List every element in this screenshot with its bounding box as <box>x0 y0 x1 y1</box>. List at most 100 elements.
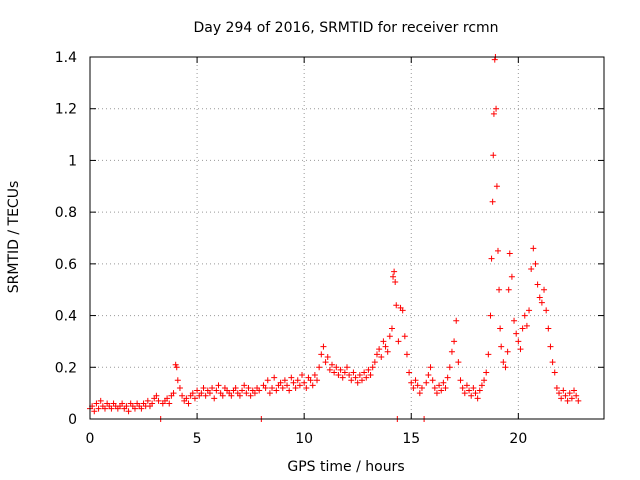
data-point <box>418 384 425 391</box>
data-point <box>556 390 563 397</box>
data-point <box>361 369 368 376</box>
data-point <box>320 343 327 350</box>
data-point <box>493 105 500 112</box>
data-point <box>273 387 280 394</box>
data-point <box>560 387 567 394</box>
data-point <box>380 338 387 345</box>
data-point <box>125 408 132 415</box>
data-point <box>403 351 410 358</box>
y-tick-label: 0.4 <box>55 309 77 325</box>
data-point <box>172 361 179 368</box>
data-point <box>101 405 108 412</box>
data-point <box>412 377 419 384</box>
data-point <box>490 110 497 117</box>
data-point <box>337 366 344 373</box>
data-point <box>251 390 258 397</box>
data-point <box>429 377 436 384</box>
data-point <box>271 374 278 381</box>
data-point <box>194 387 201 394</box>
data-point <box>538 299 545 306</box>
data-point <box>365 366 372 373</box>
x-tick-label: 5 <box>193 431 202 447</box>
data-point <box>568 395 575 402</box>
data-point <box>290 379 297 386</box>
data-point <box>523 322 530 329</box>
data-point <box>494 247 501 254</box>
y-tick-label: 1.2 <box>55 102 77 118</box>
data-point <box>488 255 495 262</box>
x-tick-label: 15 <box>402 431 420 447</box>
data-point <box>189 390 196 397</box>
data-point <box>526 307 533 314</box>
data-point <box>191 395 198 402</box>
data-point <box>481 377 488 384</box>
data-point <box>307 377 314 384</box>
x-axis-label: GPS time / hours <box>287 459 404 475</box>
data-point <box>504 348 511 355</box>
data-point <box>545 325 552 332</box>
data-point <box>427 364 434 371</box>
data-point <box>344 364 350 371</box>
data-point <box>391 268 398 275</box>
data-point <box>455 359 462 366</box>
data-point <box>442 384 449 391</box>
data-point <box>382 343 389 350</box>
data-point <box>401 333 408 340</box>
data-point <box>493 183 500 190</box>
y-tick-label: 0.8 <box>55 205 77 221</box>
data-point <box>453 317 460 324</box>
data-point <box>155 397 162 404</box>
data-point <box>213 387 220 394</box>
data-point <box>530 245 537 252</box>
data-point <box>176 384 183 391</box>
data-point <box>490 152 497 159</box>
data-point <box>91 408 98 415</box>
data-point <box>206 390 213 397</box>
data-point <box>352 374 359 381</box>
data-point <box>108 405 115 412</box>
data-point <box>241 382 248 389</box>
data-point <box>393 302 400 309</box>
data-point <box>571 387 578 394</box>
data-point <box>487 312 494 319</box>
data-point <box>399 307 406 314</box>
data-point <box>341 369 348 376</box>
data-point <box>209 384 216 391</box>
data-point <box>562 392 569 399</box>
data-point <box>468 392 475 399</box>
data-point <box>198 390 205 397</box>
data-point <box>335 372 342 379</box>
data-point <box>329 361 336 368</box>
data-point <box>215 382 222 389</box>
data-point <box>256 387 263 394</box>
y-tick-label: 1 <box>68 153 77 169</box>
data-point <box>500 359 507 366</box>
data-point <box>384 348 391 355</box>
data-point <box>463 382 470 389</box>
data-point <box>472 390 479 397</box>
data-point <box>408 379 415 386</box>
data-point <box>93 400 100 407</box>
data-point <box>164 395 171 402</box>
data-point <box>532 260 539 267</box>
data-point <box>553 384 560 391</box>
data-point <box>505 286 512 293</box>
data-point <box>350 369 357 376</box>
data-point <box>485 351 492 358</box>
data-point <box>179 392 186 399</box>
data-point <box>269 384 276 391</box>
data-point <box>431 384 438 391</box>
data-point <box>211 395 218 402</box>
data-point <box>543 307 550 314</box>
y-tick-label: 0.6 <box>55 257 77 273</box>
data-point <box>333 364 340 371</box>
data-point <box>245 384 252 391</box>
y-axis-label: SRMTID / TECUs <box>6 181 22 294</box>
data-point <box>299 372 306 379</box>
data-point <box>551 369 558 376</box>
data-point <box>457 377 464 384</box>
data-point <box>286 387 293 394</box>
data-point <box>395 338 402 345</box>
data-point <box>316 364 323 371</box>
data-point <box>346 372 353 379</box>
